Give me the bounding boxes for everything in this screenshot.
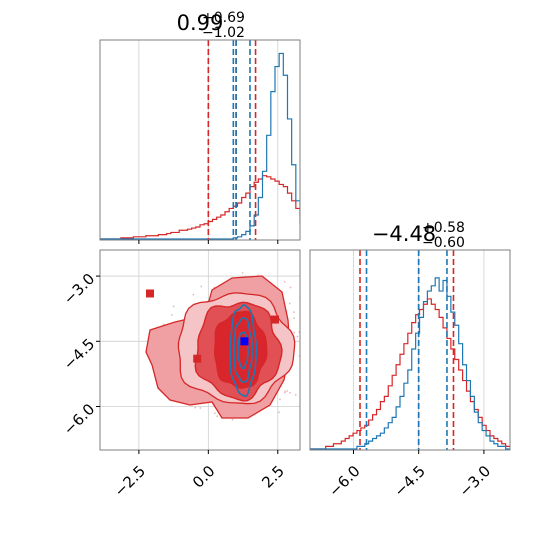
hist2-series-blue <box>310 277 510 450</box>
density-sample-point <box>313 317 315 319</box>
hist1-bars <box>100 52 300 240</box>
density-markers <box>146 289 279 363</box>
density-x-tick-label: −2.5 <box>111 462 149 500</box>
hist2-quantiles <box>359 250 455 450</box>
density-red-marker <box>193 354 202 363</box>
density-sample-point <box>286 390 288 392</box>
density-blue-marker <box>240 337 249 346</box>
hist2-tick-label: −3.0 <box>456 462 494 500</box>
density-sample-point <box>307 380 309 382</box>
density-sample-point <box>171 314 173 316</box>
density-blue-contour-mid <box>233 317 253 383</box>
density-sample-point <box>216 415 218 418</box>
hist2-ticks: −6.0 −4.5 −3.0 <box>325 450 494 500</box>
density-sample-point <box>293 331 296 334</box>
hist1-title-minus: −1.02 <box>202 25 245 41</box>
density-sample-point <box>306 378 308 380</box>
density-contours <box>145 272 315 421</box>
density-sample-point <box>241 272 244 274</box>
density-blue-contour-inner <box>237 331 249 370</box>
density-sample-point <box>231 418 234 421</box>
density-sample-point <box>192 293 195 296</box>
density-sample-point <box>306 378 308 380</box>
density-blue-contour-outer <box>229 304 258 398</box>
density-sample-point <box>308 386 310 388</box>
hist2-title-median: −4.48 <box>372 222 436 246</box>
density-y-tick-label: −4.5 <box>60 335 98 373</box>
density-sample-point <box>162 323 165 326</box>
density-sample-point <box>308 348 310 350</box>
density-sample-point <box>213 286 216 289</box>
density-x-tick-label: 0.0 <box>189 462 219 492</box>
hist1-title: 0.99 <box>177 11 224 35</box>
density-red-marker <box>146 289 154 298</box>
density-sample-point <box>194 406 197 409</box>
hist1-series-red <box>100 175 300 240</box>
density-red-marker <box>271 315 279 324</box>
hist2-series-red <box>310 298 510 450</box>
density-y-tick-label: −3.0 <box>60 270 98 308</box>
density-sample-point <box>284 390 286 393</box>
hist1-title-plus: +0.69 <box>202 10 245 26</box>
density-sample-point <box>312 328 314 330</box>
density-sample-point <box>283 281 286 283</box>
hist2-tick-label: −6.0 <box>325 462 363 500</box>
hist-panel-param2: −6.0 −4.5 −3.0 −4.48 +0.58 −0.60 <box>309 220 511 500</box>
hist1-series-blue <box>100 52 300 240</box>
density-sample-point <box>298 355 300 357</box>
density-sample-point <box>289 391 291 394</box>
density-sample-point <box>257 274 260 277</box>
density-sample-point <box>200 285 203 288</box>
hist2-bars <box>310 277 510 450</box>
density-sample-point <box>199 407 202 409</box>
hist1-quantiles <box>207 40 257 240</box>
hist2-title: −4.48 <box>372 222 436 246</box>
hist1-frame <box>99 39 301 241</box>
density-sample-point <box>293 317 295 319</box>
density-y-tick-label: −6.0 <box>60 400 98 438</box>
density-sample-point <box>298 331 300 333</box>
density-sample-point <box>289 286 292 289</box>
density-sample-point <box>293 311 295 313</box>
density-sample-point <box>279 398 281 401</box>
density-sample-point <box>296 335 299 338</box>
density-sample-point <box>214 412 216 415</box>
density-sample-point <box>294 394 297 396</box>
density-sample-point <box>278 411 280 414</box>
density-sample-point <box>306 314 308 316</box>
hist-panel-param1: 0.99 +0.69 −1.02 <box>99 10 301 244</box>
hist2-title-minus: −0.60 <box>422 235 465 251</box>
hist1-ticks <box>138 240 279 244</box>
density-panel: −2.5 0.0 2.5 −6.0 −4.5 −3.0 <box>60 249 315 500</box>
hist2-title-plus: +0.58 <box>422 220 465 236</box>
density-sample-point <box>284 391 286 394</box>
density-frame <box>99 249 301 451</box>
hist1-title-median: 0.99 <box>177 11 224 35</box>
hist2-frame <box>309 249 511 451</box>
density-sample-point <box>302 369 304 371</box>
density-x-tick-label: 2.5 <box>258 462 288 492</box>
density-sample-point <box>172 305 175 308</box>
hist2-tick-label: −4.5 <box>390 462 428 500</box>
density-sample-point <box>288 302 291 305</box>
